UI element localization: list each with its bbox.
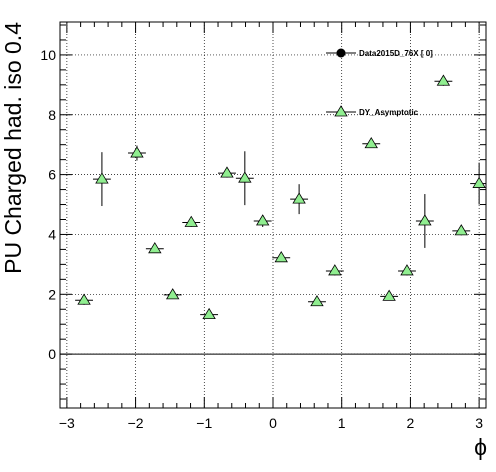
legend-mc-label: DY_Asymptotic xyxy=(359,108,419,117)
y-tick-label: 0 xyxy=(48,346,56,362)
triangle-marker xyxy=(95,172,109,184)
x-tick-label: 2 xyxy=(407,415,415,431)
y-tick-label: 2 xyxy=(48,286,56,302)
data-point xyxy=(434,74,453,86)
triangle-marker xyxy=(220,166,234,178)
data-point xyxy=(92,152,111,207)
data-point xyxy=(452,224,471,236)
triangle-marker xyxy=(418,214,432,226)
x-tick-label: 3 xyxy=(475,415,483,431)
triangle-marker xyxy=(472,176,486,188)
triangle-marker xyxy=(165,288,180,300)
triangle-marker xyxy=(148,242,162,254)
y-tick-label: 4 xyxy=(48,226,56,242)
data-point xyxy=(398,264,416,276)
y-tick-label: 6 xyxy=(48,167,56,183)
triangle-marker xyxy=(328,264,342,276)
y-tick-label: 8 xyxy=(48,107,56,123)
data-point xyxy=(235,151,254,206)
data-point xyxy=(272,251,291,263)
data-point xyxy=(75,293,93,305)
legend-mc-marker xyxy=(334,105,348,117)
triangle-marker xyxy=(382,289,396,301)
x-tick-label: 0 xyxy=(269,415,277,431)
legend-data-label: Data2015D_76X [ 0] xyxy=(359,49,433,58)
data-point xyxy=(470,162,486,205)
legend-data-marker xyxy=(336,48,346,58)
data-point xyxy=(325,264,344,276)
data-points xyxy=(75,74,486,320)
data-point xyxy=(415,194,434,248)
triangle-marker xyxy=(255,214,270,226)
x-axis-title: ϕ xyxy=(474,434,487,460)
x-tick-label: −1 xyxy=(196,415,212,431)
data-point xyxy=(380,289,399,301)
data-point xyxy=(182,215,201,227)
legend: Data2015D_76X [ 0] DY_Asymptotic xyxy=(326,48,433,117)
data-point xyxy=(128,145,146,161)
data-point xyxy=(218,166,236,178)
data-point xyxy=(362,137,381,149)
data-point xyxy=(308,294,326,307)
triangle-marker xyxy=(274,251,288,263)
data-point xyxy=(200,307,219,320)
x-tick-label: −2 xyxy=(128,415,144,431)
x-tick-label: −3 xyxy=(59,415,75,431)
data-point xyxy=(253,214,272,227)
axis-ticks: −3 −2 −1 0 1 2 3 0 2 4 6 8 10 xyxy=(40,22,486,431)
data-point xyxy=(163,288,182,300)
data-point xyxy=(290,184,309,215)
triangle-marker xyxy=(292,192,306,204)
triangle-marker xyxy=(436,74,451,86)
triangle-marker xyxy=(202,307,216,320)
triangle-marker xyxy=(454,224,468,236)
triangle-marker xyxy=(238,171,252,183)
x-tick-label: 1 xyxy=(338,415,346,431)
triangle-marker xyxy=(184,215,198,227)
y-tick-label: 10 xyxy=(40,47,56,63)
triangle-marker xyxy=(77,293,91,305)
triangle-marker xyxy=(310,294,324,307)
triangle-marker xyxy=(400,264,414,276)
plot-frame xyxy=(59,21,487,409)
data-point xyxy=(145,242,164,254)
y-axis-title: PU Charged had. iso 0.4 xyxy=(0,22,26,274)
triangle-marker xyxy=(364,137,378,149)
triangle-marker xyxy=(130,146,144,158)
